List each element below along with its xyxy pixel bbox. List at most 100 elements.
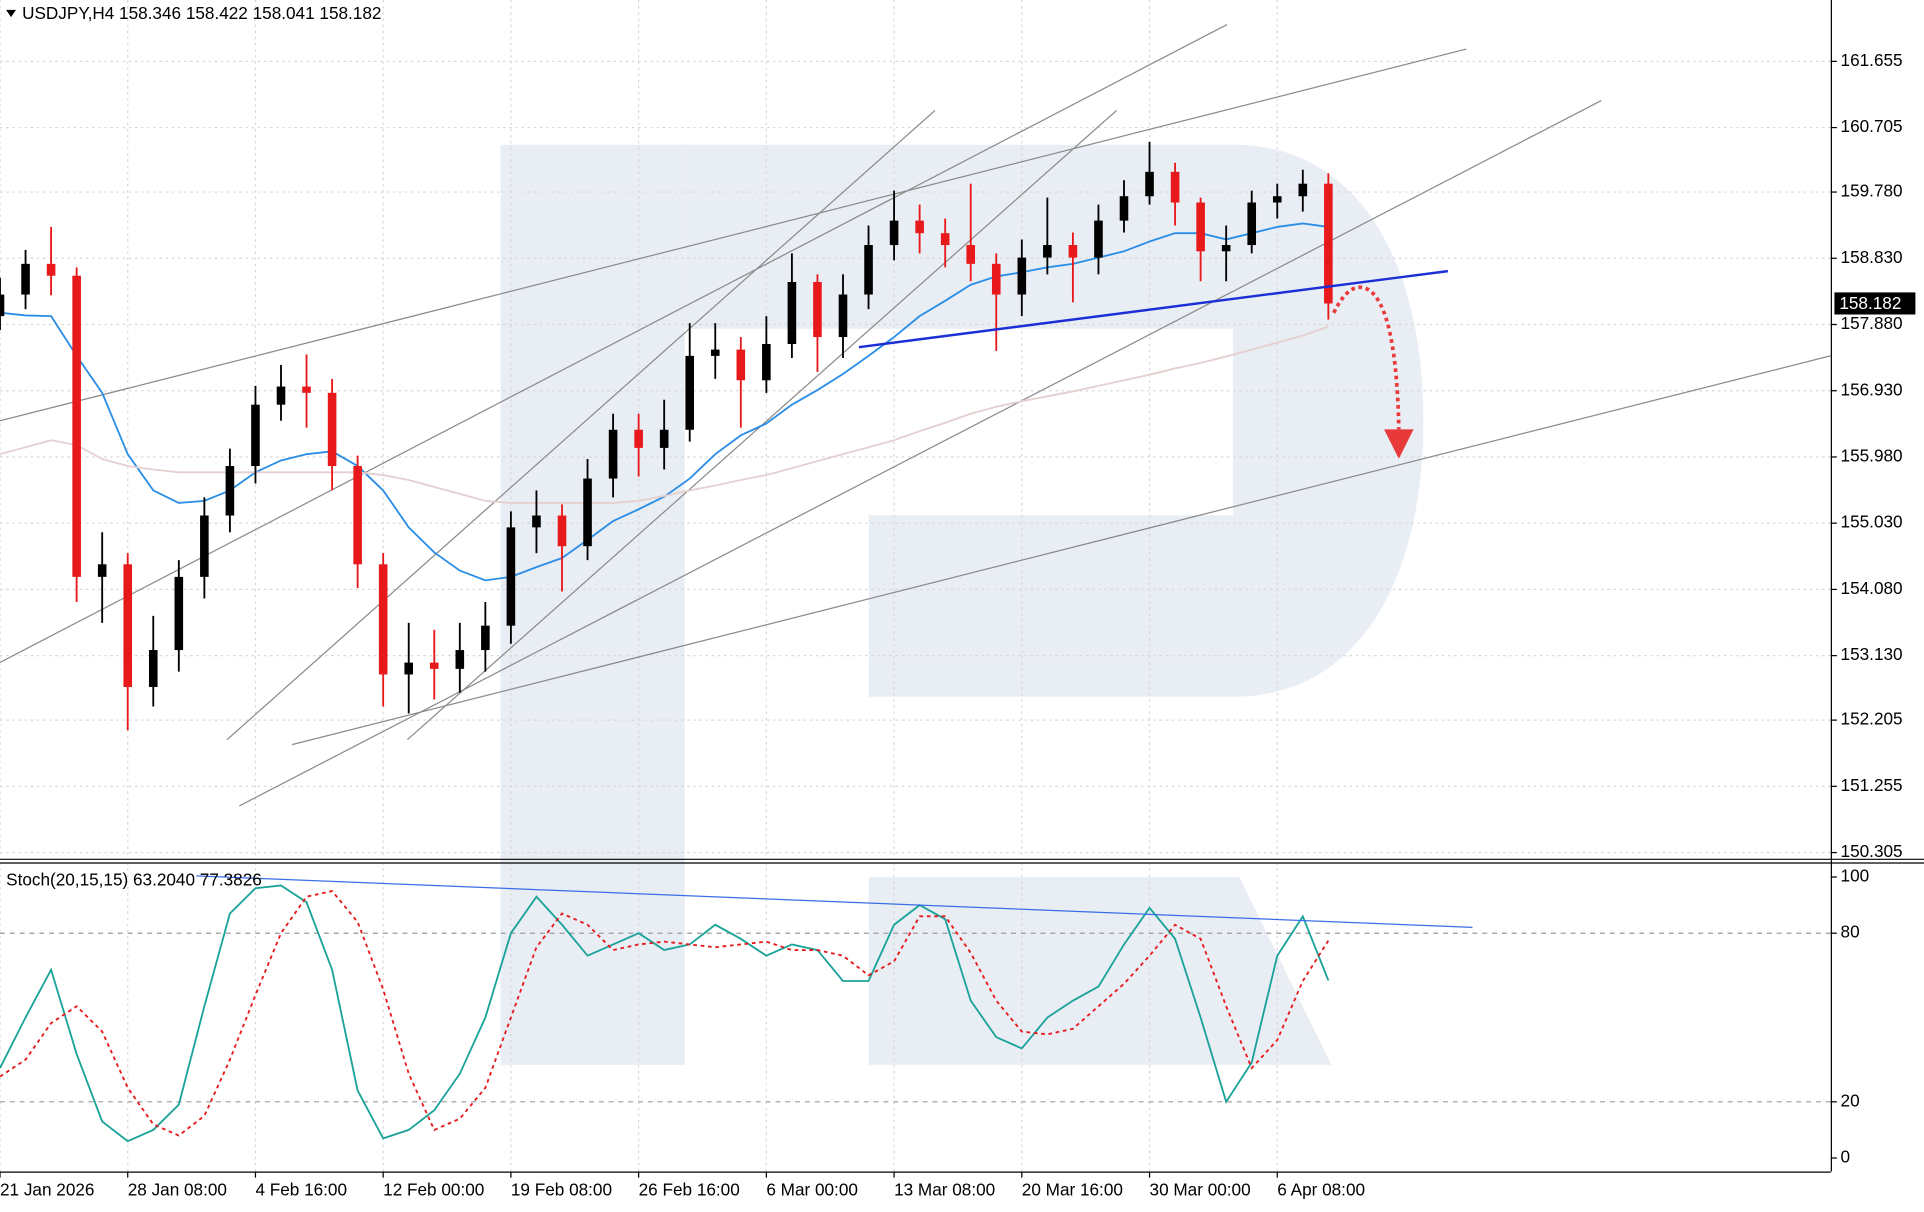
y-tick-label: 156.930 (1841, 379, 1903, 399)
candle-body (455, 650, 465, 669)
candle-body (148, 650, 158, 688)
last-price-box (1834, 292, 1916, 315)
candle-body (0, 294, 5, 317)
y-tick-label: 155.030 (1841, 512, 1903, 532)
trend-line (291, 355, 1831, 746)
trend-line (0, 48, 1467, 422)
candle-body (659, 429, 669, 448)
watermark-leg (868, 877, 1332, 1065)
y-tick-label: 151.255 (1841, 775, 1903, 795)
support-line (858, 269, 1449, 349)
candle-body (710, 349, 720, 356)
candle-body (302, 386, 311, 393)
y-tick-label: 154.080 (1841, 578, 1903, 598)
line-series (0, 884, 1330, 1143)
indicator-title: Stoch(20,15,15) 63.2040 77.3826 (6, 869, 262, 889)
candle-body (1298, 183, 1308, 197)
candle-body (46, 263, 56, 276)
candle-body (1017, 257, 1027, 295)
candle-body (1145, 171, 1154, 197)
candle-body (583, 478, 592, 547)
candle-body (1043, 245, 1052, 258)
x-tick-label: 19 Feb 08:00 (511, 1180, 612, 1200)
y-tick-label: 20 (1841, 1090, 1860, 1110)
watermark-bowl (684, 144, 1424, 697)
candle-body (685, 355, 695, 430)
candle-body (1221, 245, 1231, 252)
candle-body (327, 392, 337, 467)
y-tick-label: 80 (1841, 922, 1860, 942)
x-tick-label: 13 Mar 08:00 (894, 1180, 995, 1200)
candle-body (813, 281, 822, 338)
x-tick-label: 4 Feb 16:00 (255, 1180, 347, 1200)
candle-body (429, 662, 439, 669)
y-tick-label: 150.305 (1841, 841, 1903, 861)
candle-body (481, 625, 490, 651)
candle-body (634, 429, 643, 448)
candle-body (940, 233, 950, 246)
x-tick-label: 30 Mar 00:00 (1150, 1180, 1251, 1200)
stoch-trend-line (196, 875, 1473, 929)
y-tick-label: 159.780 (1841, 181, 1903, 201)
watermark-stem (500, 144, 685, 1065)
candle-body (915, 220, 924, 234)
chart-title: USDJPY,H4 158.346 158.422 158.041 158.18… (22, 3, 381, 23)
candle-body (1170, 171, 1180, 203)
x-tick-label: 6 Apr 08:00 (1277, 1180, 1365, 1200)
candle-body (966, 245, 976, 264)
candle-body (838, 294, 848, 338)
forecast-arrow (1332, 285, 1401, 430)
candle-body (608, 429, 618, 479)
y-tick-label: 158.830 (1841, 247, 1903, 267)
x-tick-label: 12 Feb 00:00 (383, 1180, 484, 1200)
x-tick-label: 6 Mar 00:00 (766, 1180, 858, 1200)
candle-body (251, 404, 260, 467)
candle-body (1068, 245, 1078, 258)
candle-body (889, 220, 899, 246)
candle-body (1094, 220, 1103, 258)
candle-body (225, 466, 235, 516)
last-price-label: 158.182 (1839, 293, 1901, 313)
candle-body (1247, 202, 1257, 246)
candle-body (557, 515, 567, 547)
frame (0, 0, 1924, 1173)
candle-body (276, 386, 286, 405)
y-tick-label: 160.705 (1841, 116, 1903, 136)
candle-body (123, 564, 133, 688)
y-tick-label: 153.130 (1841, 644, 1903, 664)
candle-body (21, 263, 30, 295)
trend-line (238, 100, 1602, 807)
symbol-menu-icon[interactable] (6, 9, 16, 18)
candle-body (174, 576, 184, 651)
candle-body (1119, 196, 1129, 221)
plot (0, 141, 1333, 1143)
candle-body (1272, 196, 1282, 203)
y-tick-label: 152.205 (1841, 709, 1903, 729)
candle-body (97, 564, 107, 577)
y-tick-label: 161.655 (1841, 50, 1903, 70)
line-series (0, 325, 1329, 504)
y-tick-label: 100 (1841, 866, 1870, 886)
candle-body (378, 564, 388, 675)
candle-body (736, 349, 746, 381)
x-tick-label: 26 Feb 16:00 (639, 1180, 740, 1200)
forecast-arrowhead (1384, 429, 1414, 459)
candle-body (991, 263, 1001, 295)
line-series (0, 890, 1330, 1137)
candle-body (787, 281, 797, 345)
x-tick-label: 20 Mar 16:00 (1022, 1180, 1123, 1200)
candle-body (1324, 183, 1333, 304)
candle-body (1196, 202, 1205, 252)
candle-body (864, 245, 873, 295)
candle-body (200, 515, 209, 577)
candle-body (72, 275, 81, 577)
y-tick-label: 155.980 (1841, 445, 1903, 465)
x-tick-label: 28 Jan 08:00 (128, 1180, 227, 1200)
y-tick-label: 157.880 (1841, 313, 1903, 333)
candle-body (353, 466, 362, 565)
candle-body (762, 344, 771, 381)
trend-line (226, 109, 936, 741)
x-tick-label: 21 Jan 2026 (0, 1180, 94, 1200)
y-tick-label: 0 (1841, 1147, 1851, 1167)
